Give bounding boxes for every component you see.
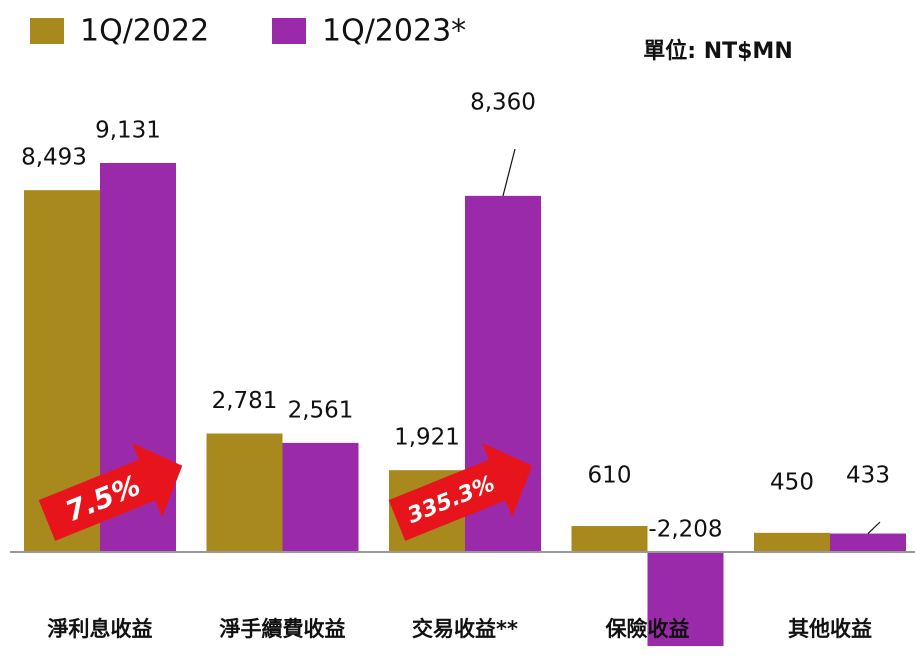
x-tick-label: 淨手續費收益 — [220, 617, 346, 641]
bars — [24, 163, 906, 647]
legend-swatch — [272, 18, 306, 44]
legend-label: 1Q/2022 — [80, 14, 209, 49]
value-label: 8,360 — [470, 90, 536, 116]
value-label: 610 — [588, 463, 632, 489]
value-label: 1,921 — [394, 425, 460, 451]
value-label: 2,781 — [212, 388, 278, 414]
x-tick-label: 其他收益 — [788, 617, 872, 641]
bar — [571, 526, 648, 552]
value-label: 450 — [770, 469, 814, 495]
leader-line — [502, 148, 516, 196]
legend-swatch — [30, 18, 64, 44]
value-label: 2,561 — [288, 397, 354, 423]
value-label: 9,131 — [95, 118, 161, 144]
arrow-shape — [38, 442, 183, 541]
arrow-shape — [388, 442, 533, 541]
x-tick-label: 淨利息收益 — [48, 617, 153, 641]
bar — [830, 533, 906, 552]
bar — [282, 442, 359, 552]
x-tick-label: 保險收益 — [605, 617, 690, 641]
value-label: -2,208 — [648, 517, 722, 543]
x-tick-label: 交易收益** — [412, 617, 518, 641]
unit-label: 單位: NT$MN — [643, 38, 793, 64]
bar — [206, 433, 283, 552]
bar — [647, 552, 724, 647]
value-label: 433 — [846, 463, 890, 489]
legend-label: 1Q/2023* — [322, 14, 466, 49]
leader-line — [867, 521, 881, 534]
value-label: 8,493 — [21, 145, 87, 171]
bar — [754, 532, 830, 552]
